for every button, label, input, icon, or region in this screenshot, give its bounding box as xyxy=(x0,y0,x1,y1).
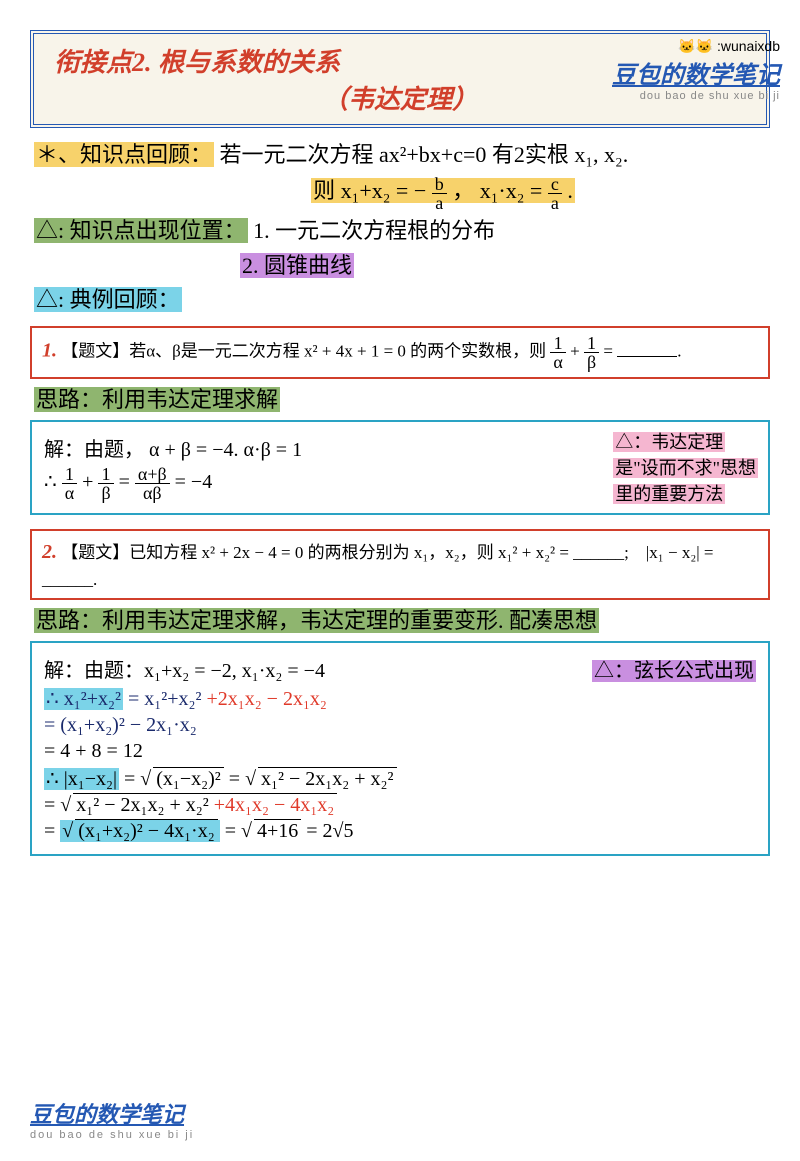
blank-1 xyxy=(617,340,677,357)
p1-side-note: △：韦达定理 是"设而不求"思想 里的重要方法 xyxy=(613,428,758,506)
p2-idea: 思路：利用韦达定理求解，韦达定理的重要变形. 配凑思想 xyxy=(34,608,599,633)
brand-name: 豆包的数学笔记 xyxy=(612,55,780,90)
p1-idea-line: 思路：利用韦达定理求解 xyxy=(34,385,766,416)
footer-brand-name: 豆包的数学笔记 xyxy=(30,1097,194,1129)
header-logo: 🐱🐱 :wunaixdb 豆包的数学笔记 dou bao de shu xue … xyxy=(612,38,780,102)
footer-brand: 豆包的数学笔记 dou bao de shu xue bi ji xyxy=(30,1097,194,1141)
brand-pinyin: dou bao de shu xue bi ji xyxy=(612,90,780,102)
vieta-formula: 则 x₁+x₂ = − ba ， x₁·x₂ = ca . xyxy=(311,178,575,203)
p2-s6: = x₁² − 2x₁x₂ + x₂² +4x₁x₂ − 4x₁x₂ xyxy=(44,794,756,817)
frac-c-a: ca xyxy=(548,175,562,212)
p2-s2: ∴ x₁²+x₂² = x₁²+x₂² +2x₁x₂ − 2x₁x₂ xyxy=(44,686,756,711)
p2-s1: 解：由题：x₁+x₂ = −2, x₁·x₂ = −4 △：弦长公式出现 xyxy=(44,654,756,683)
problem-2-num: 2. xyxy=(42,541,57,563)
example-label: △: 典例回顾： xyxy=(34,287,182,312)
review-text-1: 若一元二次方程 ax²+bx+c=0 有2实根 x₁, x₂. xyxy=(220,142,629,167)
p2-s3: = (x₁+x₂)² − 2x₁·x₂ xyxy=(44,714,756,737)
position-1: 1. 一元二次方程根的分布 xyxy=(253,218,495,243)
p2-s7: = (x₁+x₂)² − 4x₁·x₂ = 4+16 = 2√5 xyxy=(44,820,756,843)
p2-s4: = 4 + 8 = 12 xyxy=(44,740,756,763)
position-2: 2. 圆锥曲线 xyxy=(240,253,354,278)
account-tag: 🐱🐱 :wunaixdb xyxy=(612,38,780,55)
example-label-line: △: 典例回顾： xyxy=(34,285,766,316)
problem-1-text: 【题文】若α、β是一元二次方程 x² + 4x + 1 = 0 的两个实数根，则 xyxy=(61,342,546,361)
p2-idea-line: 思路：利用韦达定理求解，韦达定理的重要变形. 配凑思想 xyxy=(34,606,766,637)
review-formula: 则 x₁+x₂ = − ba ， x₁·x₂ = ca . xyxy=(120,175,766,212)
problem-1-box: 1. 【题文】若α、β是一元二次方程 x² + 4x + 1 = 0 的两个实数… xyxy=(30,326,770,379)
p2-s5: ∴ |x₁−x₂| = (x₁−x₂)² = x₁² − 2x₁x₂ + x₂² xyxy=(44,766,756,791)
position-2-line: 2. 圆锥曲线 xyxy=(240,251,766,282)
problem-2-text: 【题文】已知方程 x² + 2x − 4 = 0 的两根分别为 x₁，x₂，则 … xyxy=(42,543,714,589)
review-label: ＊、知识点回顾： xyxy=(34,142,214,167)
frac-b-a: ba xyxy=(432,175,447,212)
problem-2-box: 2. 【题文】已知方程 x² + 2x − 4 = 0 的两根分别为 x₁，x₂… xyxy=(30,529,770,601)
review-line-1: ＊、知识点回顾： 若一元二次方程 ax²+bx+c=0 有2实根 x₁, x₂. xyxy=(34,140,766,171)
position-label: △: 知识点出现位置： xyxy=(34,218,248,243)
solution-1-box: △：韦达定理 是"设而不求"思想 里的重要方法 解：由题， α + β = −4… xyxy=(30,420,770,515)
problem-1-num: 1. xyxy=(42,340,57,362)
p2-note: △：弦长公式出现 xyxy=(592,660,756,682)
position-line: △: 知识点出现位置： 1. 一元二次方程根的分布 xyxy=(34,216,766,247)
p1-idea: 思路：利用韦达定理求解 xyxy=(34,387,280,412)
solution-2-box: 解：由题：x₁+x₂ = −2, x₁·x₂ = −4 △：弦长公式出现 ∴ x… xyxy=(30,641,770,856)
